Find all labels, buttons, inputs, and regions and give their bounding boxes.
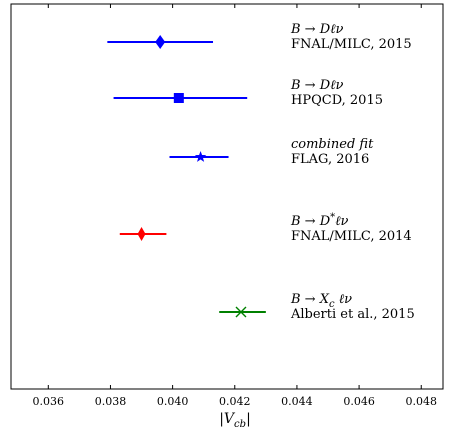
error-bar-row <box>119 227 167 241</box>
x-tick-label: 0.044 <box>281 395 313 408</box>
error-bar-row <box>107 35 214 49</box>
diamond-marker <box>155 35 166 49</box>
square-marker <box>173 93 184 103</box>
entry-source-label: FNAL/MILC, 2014 <box>291 229 412 244</box>
entry-source-label: HPQCD, 2015 <box>291 93 383 108</box>
star-marker <box>194 151 207 162</box>
x-tick-label: 0.038 <box>95 395 127 408</box>
x-tick-label: 0.046 <box>343 395 375 408</box>
entry-process-label: B → Dℓν <box>290 22 344 37</box>
x-marker <box>235 306 247 318</box>
entry-process-label: combined fit <box>291 137 374 152</box>
plot-frame <box>10 3 444 390</box>
x-axis-ticks: 0.036 0.038 0.040 0.042 0.044 0.046 0.048 <box>33 4 437 408</box>
entry-process-label: B → Xc ℓν <box>290 292 352 310</box>
x-tick-label: 0.040 <box>157 395 189 408</box>
error-bar-row <box>113 93 248 103</box>
thin-diamond-marker <box>137 227 146 241</box>
entry-process-label: B → D*ℓν <box>290 212 349 229</box>
entry-source-label: FLAG, 2016 <box>291 152 369 167</box>
x-tick-label: 0.042 <box>219 395 251 408</box>
entry-process-label: B → Dℓν <box>290 78 344 93</box>
x-tick-label: 0.036 <box>33 395 65 408</box>
error-bar-row <box>169 151 229 162</box>
error-bars <box>107 35 266 318</box>
entry-source-label: FNAL/MILC, 2015 <box>291 37 412 52</box>
error-bar-row <box>219 306 266 318</box>
entry-source-label: Alberti et al., 2015 <box>290 307 415 322</box>
x-axis-label: |Vcb| <box>219 411 251 430</box>
x-tick-label: 0.048 <box>405 395 437 408</box>
